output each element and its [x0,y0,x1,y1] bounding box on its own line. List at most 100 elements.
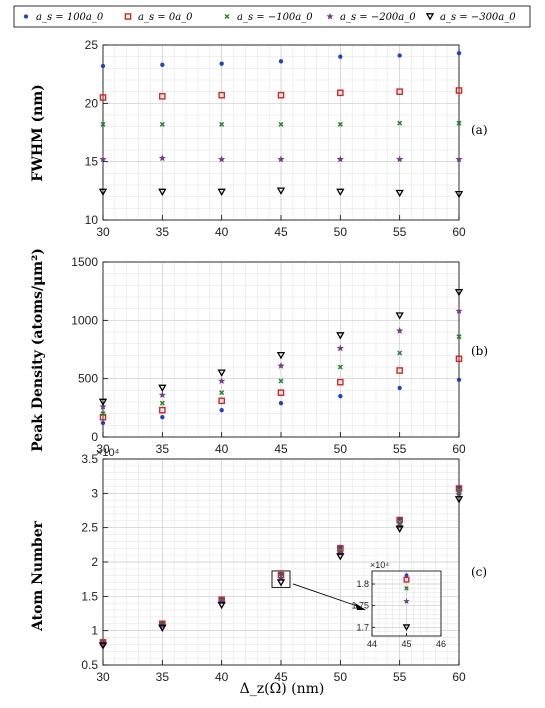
data-point [159,121,165,127]
data-point [395,525,404,534]
data-point [396,88,403,95]
legend-marker [425,13,435,21]
y-tick-label: 1000 [71,313,98,327]
data-point [158,391,166,399]
data-point [277,362,285,369]
legend-label: a_s = −200a_0 [340,12,416,23]
zoom-arrow [292,583,361,608]
legend-marker [326,12,334,20]
y-tick-label: 2.5 [81,521,98,535]
data-point [336,155,344,163]
data-point [277,91,285,99]
x-tick-label: 35 [156,225,170,239]
y-tick-label: 0 [91,430,98,444]
data-point [100,411,106,417]
x-tick-label: 50 [334,442,348,456]
panel-c-inset: 44 45 46 1.7 1.75 1.8 [351,570,446,649]
zoom-arrowhead [355,603,366,610]
x-tick-label: 40 [215,442,229,456]
data-point [159,400,165,406]
x-tick-label: 60 [452,442,466,456]
x-tick-label: 45 [274,225,288,239]
data-point [396,327,404,334]
data-point [454,288,464,297]
panel-c-tag: (c) [471,565,487,579]
legend-label: a_s = 100a_0 [36,12,104,23]
x-tick-label: 35 [156,670,170,684]
data-point [276,579,286,587]
data-point [402,624,411,632]
x-tick-label: 45 [274,670,288,684]
data-point [336,553,345,561]
legend-marker [23,14,29,19]
panel-b-ylabel: Peak Density (atoms/μm²) [30,248,46,452]
data-point [277,155,285,163]
data-point [455,490,463,498]
data-point [217,369,226,377]
data-point [455,155,463,163]
data-point [159,406,166,414]
y-tick-label: 2 [91,555,98,569]
x-tick-label: 44 [367,639,377,649]
data-point [454,190,464,199]
x-tick-label: 55 [393,225,407,239]
data-point [277,574,285,582]
data-point [336,188,345,197]
y-tick-label: 20 [85,96,99,110]
panel-a: 30 35 40 45 50 55 60 10 15 20 25 [85,38,466,239]
data-point [403,576,410,583]
y-tick-label: 3.5 [81,452,98,466]
x-tick-label: 50 [334,670,348,684]
y-tick-label: 10 [85,213,99,227]
legend-label: a_s = −100a_0 [237,12,313,23]
y-tick-label: 1 [91,624,98,638]
data-point [278,121,284,127]
x-tick-label: 35 [156,442,170,456]
data-point [98,398,108,407]
x-tick-label: 60 [452,225,466,239]
data-point [276,351,286,360]
data-point [99,155,107,163]
data-point [218,598,226,605]
panel-b: 30 35 40 45 50 55 60 0 500 1000 1500 [71,255,466,456]
y-tick-label: 3 [91,486,98,500]
panel-a-tag: (a) [471,123,488,137]
data-point [219,390,225,396]
x-tick-label: 45 [274,442,288,456]
data-point [338,54,343,59]
panel-c-exponent: ×10⁴ [96,447,120,459]
data-point [278,59,284,64]
data-point [217,188,226,197]
data-point [395,189,404,198]
x-tick-label: 30 [96,670,110,684]
x-tick-label: 46 [436,639,446,649]
data-point [217,601,226,610]
data-point [404,573,409,578]
data-point [338,394,343,399]
data-point [336,549,344,557]
panel-c-ylabel: Atom Number [30,520,46,632]
data-point [98,188,108,197]
zoom-box [271,570,291,588]
data-point [397,120,403,126]
data-point [100,420,106,426]
data-point [336,332,345,340]
data-point [158,624,167,632]
legend: a_s = 100a_0 a_s = 0a_0 a_s = −100a_0 a_s =… [13,5,531,28]
y-tick-label: 1500 [71,255,98,269]
data-point [159,93,166,100]
data-point [397,350,403,356]
data-point [396,155,404,163]
y-tick-label: 500 [78,372,98,386]
data-point [160,415,165,420]
data-point [100,121,106,127]
data-point [455,307,463,315]
legend-label: a_s = 0a_0 [138,12,193,23]
data-point [337,364,343,370]
data-point [337,121,343,127]
x-tick-label: 45 [401,639,411,649]
data-point [337,378,344,386]
y-tick-label: 0.5 [81,658,98,672]
data-point [278,378,284,384]
